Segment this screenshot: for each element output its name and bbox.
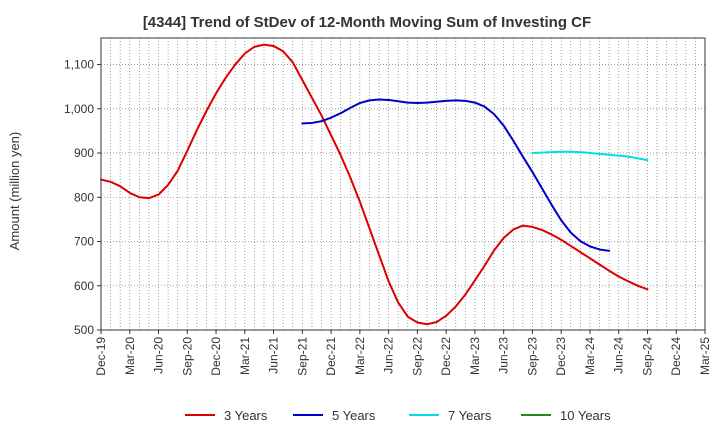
x-tick-labels: Dec-19 Mar-20 Jun-20 Sep-20 Dec-20 Mar-21 Jun-… <box>94 330 712 376</box>
y-tick-label: 600 <box>74 279 94 293</box>
legend-label: 7 Years <box>448 408 492 423</box>
x-tick-label: Jun-24 <box>612 337 626 374</box>
y-tick-label: 1,000 <box>64 102 94 116</box>
y-tick-label: 1,100 <box>64 58 94 72</box>
x-tick-label: Mar-23 <box>468 337 482 375</box>
y-tick-labels: 500 600 700 800 900 1,000 1,100 <box>64 58 101 337</box>
plot-frame <box>100 37 706 331</box>
legend-label: 3 Years <box>224 408 268 423</box>
x-tick-label: Dec-22 <box>439 337 453 376</box>
x-tick-label: Sep-22 <box>410 337 424 376</box>
y-axis-label: Amount (million yen) <box>7 132 22 251</box>
x-tick-label: Mar-25 <box>698 337 712 375</box>
x-tick-label: Dec-24 <box>669 337 683 376</box>
legend-label: 10 Years <box>560 408 611 423</box>
x-tick-label: Dec-21 <box>324 337 338 376</box>
x-tick-label: Sep-23 <box>525 337 539 376</box>
x-tick-label: Sep-20 <box>180 337 194 376</box>
x-tick-label: Dec-20 <box>209 337 223 376</box>
x-tick-label: Sep-21 <box>295 337 309 376</box>
y-tick-label: 900 <box>74 146 94 160</box>
x-tick-label: Jun-23 <box>497 337 511 374</box>
x-tick-label: Mar-20 <box>123 337 137 375</box>
series-lines <box>100 43 649 326</box>
series-line-7-years <box>531 150 649 162</box>
y-tick-label: 500 <box>74 323 94 337</box>
grid-lines <box>101 38 705 330</box>
x-tick-label: Dec-23 <box>554 337 568 376</box>
x-tick-label: Mar-21 <box>238 337 252 375</box>
x-tick-label: Jun-22 <box>382 337 396 374</box>
chart-title: [4344] Trend of StDev of 12-Month Moving… <box>143 14 591 31</box>
series-line-5-years <box>301 98 611 252</box>
series-line-3-years <box>100 43 649 326</box>
legend-label: 5 Years <box>332 408 376 423</box>
x-tick-label: Mar-24 <box>583 337 597 375</box>
x-tick-label: Dec-19 <box>94 337 108 376</box>
x-tick-label: Jun-21 <box>267 337 281 374</box>
x-tick-label: Jun-20 <box>152 337 166 374</box>
y-tick-label: 700 <box>74 235 94 249</box>
y-tick-label: 800 <box>74 190 94 204</box>
x-tick-label: Mar-22 <box>353 337 367 375</box>
legend: 3 Years 5 Years 7 Years 10 Years <box>185 408 611 423</box>
x-tick-label: Sep-24 <box>640 337 654 376</box>
